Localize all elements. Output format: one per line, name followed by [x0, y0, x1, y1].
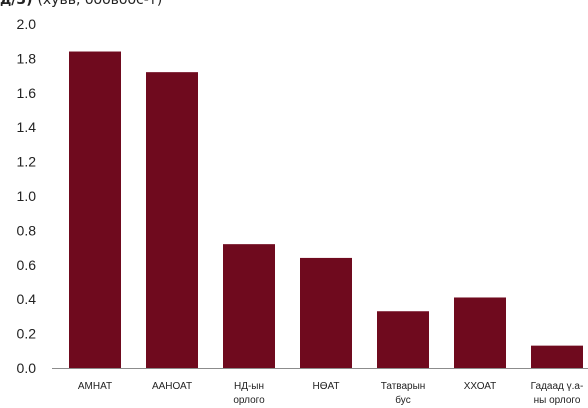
y-tick-label: 0.6 — [17, 257, 37, 273]
bar — [531, 345, 583, 368]
x-tick-label: Татварын бус — [381, 381, 426, 406]
x-tick-label-line: НӨАТ — [313, 381, 340, 392]
y-tick-label: 1.4 — [17, 119, 37, 135]
x-tick-label-line: бус — [395, 394, 410, 406]
y-tick-label: 1.8 — [17, 50, 37, 66]
y-tick-label: 0.0 — [17, 360, 37, 376]
x-tick-label: Гадаад ү.а-ны орлого — [531, 381, 584, 406]
cropped-header-text: д/3) (хувь, боовоос-т) — [0, 0, 162, 8]
y-tick-label: 0.2 — [17, 326, 37, 342]
y-tick-label: 2.0 — [17, 16, 37, 32]
y-tick-label: 1.0 — [17, 188, 37, 204]
x-tick-label-line: НД-ын — [234, 381, 264, 392]
bars — [69, 51, 583, 369]
x-tick-label-line: ААНОАТ — [152, 381, 192, 392]
x-tick-label: НД-ын орлого — [233, 381, 265, 406]
x-tick-label: АМНАТ — [78, 381, 112, 392]
x-tick-label-line: ны орлого — [534, 395, 581, 406]
x-tick-label: ХХОАТ — [464, 381, 497, 392]
x-tick-label-line: Гадаад ү.а- — [531, 381, 584, 392]
bar — [300, 257, 352, 368]
x-axis-labels: АМНАТ ААНОАТ НД-ын орлого НӨАТ Татварын бус ХХО… — [78, 381, 583, 406]
y-tick-label: 1.6 — [17, 85, 37, 101]
header-bold: д/3) — [0, 0, 33, 8]
y-axis-ticks: 0.0 0.2 0.4 0.6 0.8 1.0 1.2 1.4 1.6 1.8 2.0 — [17, 16, 37, 376]
bar — [223, 244, 275, 368]
bar — [146, 72, 198, 368]
x-tick-label-line: АМНАТ — [78, 381, 112, 392]
y-tick-label: 1.2 — [17, 154, 37, 170]
header-rest: (хувь, боовоос-т) — [37, 0, 163, 8]
x-tick-label: ААНОАТ — [152, 381, 192, 392]
y-tick-label: 0.8 — [17, 222, 37, 238]
x-tick-label-line: Татварын — [381, 381, 426, 392]
y-tick-label: 0.4 — [17, 291, 37, 307]
x-tick-label: НӨАТ — [313, 381, 340, 392]
x-tick-label-line: ХХОАТ — [464, 381, 497, 392]
bar — [454, 297, 506, 368]
x-tick-label-line: орлого — [233, 395, 265, 406]
bar — [377, 311, 429, 368]
bar — [69, 51, 121, 369]
